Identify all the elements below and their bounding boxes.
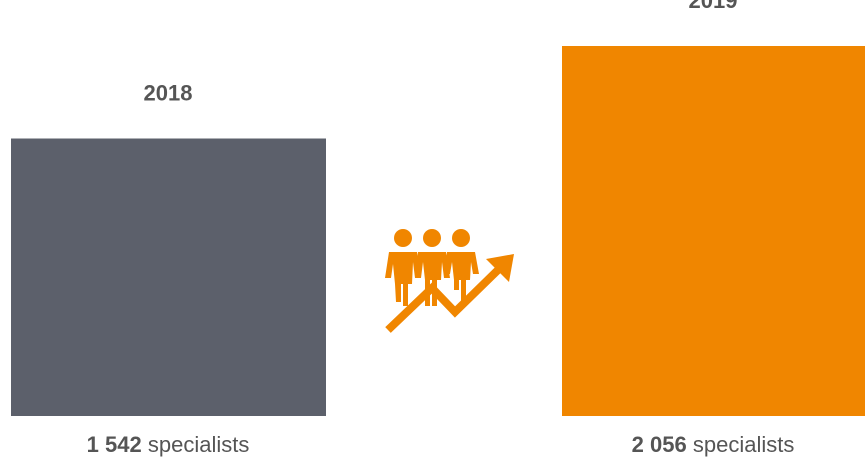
value-number: 2 056 — [632, 432, 687, 457]
value-label-2018: 1 542 specialists — [87, 432, 250, 457]
bar-2018 — [11, 138, 326, 416]
value-label-2019: 2 056 specialists — [632, 432, 795, 457]
value-number: 1 542 — [87, 432, 142, 457]
category-label-2018: 2018 — [144, 81, 193, 106]
value-unit: specialists — [687, 432, 795, 457]
labels-group: 2018 1 542 specialists 2019 2 056 specialis… — [87, 0, 795, 457]
value-unit: specialists — [142, 432, 250, 457]
bar-2019 — [562, 46, 865, 416]
category-label-2019: 2019 — [689, 0, 738, 13]
bars-group — [11, 46, 865, 416]
people-growth-arrow-icon — [385, 229, 514, 333]
